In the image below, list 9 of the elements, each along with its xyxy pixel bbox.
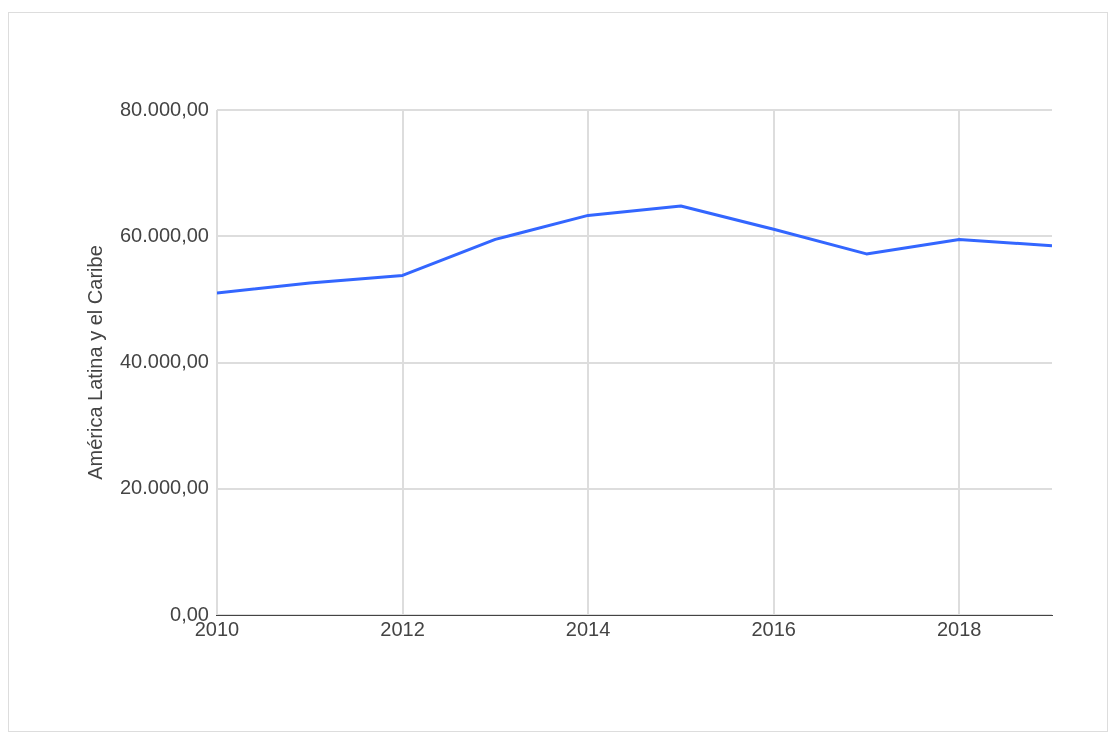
x-tick-label: 2014 — [565, 617, 611, 640]
y-tick-label: 80.000,00 — [119, 97, 209, 120]
y-tick-label: 40.000,00 — [119, 350, 209, 373]
x-tick-label: 2018 — [936, 617, 982, 640]
x-tick-label: 2016 — [751, 617, 796, 640]
y-tick-label: 20.000,00 — [119, 476, 209, 499]
y-axis-title: América Latina y el Caribe — [83, 245, 106, 480]
x-tick-label: 2012 — [380, 617, 425, 640]
y-tick-label: 60.000,00 — [119, 223, 209, 246]
